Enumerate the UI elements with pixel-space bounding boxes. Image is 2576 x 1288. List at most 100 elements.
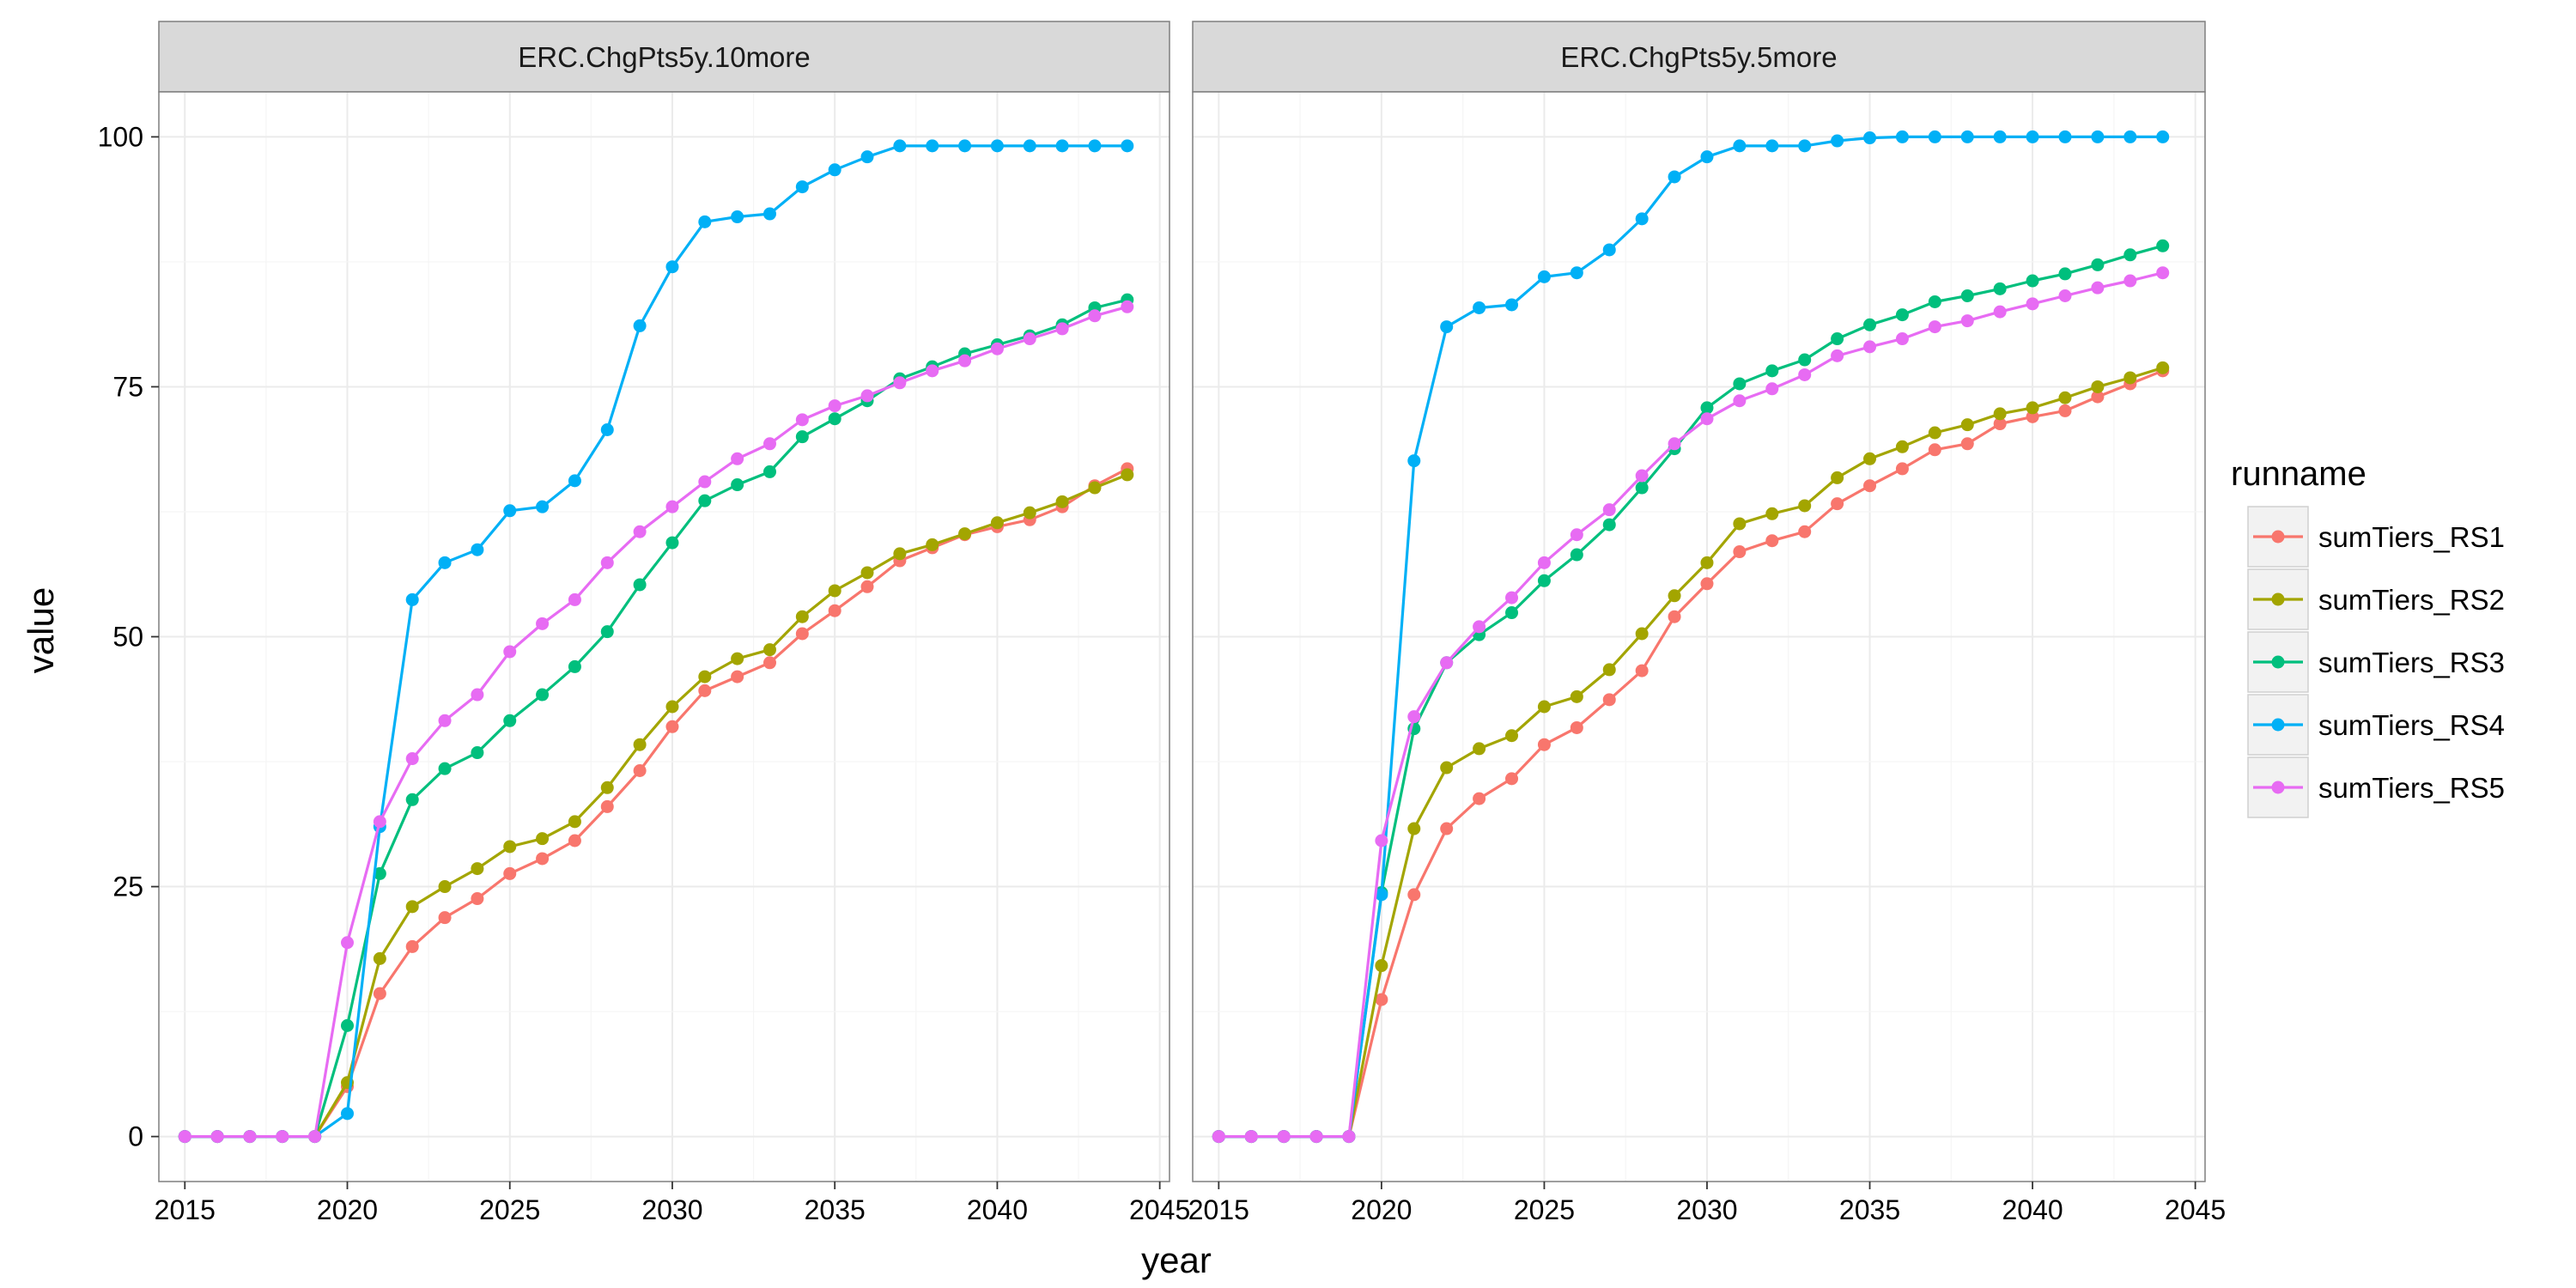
y-axis: 0 25 50 75 100 — [98, 121, 159, 1152]
data-point — [1055, 322, 1069, 336]
data-point — [828, 584, 841, 598]
data-point — [1635, 469, 1649, 483]
data-point — [731, 652, 744, 665]
data-point — [536, 688, 550, 702]
data-point — [405, 592, 419, 606]
x-axis-title: year — [1141, 1240, 1212, 1280]
data-point — [926, 139, 939, 153]
series-sumTiers_RS5 — [1212, 266, 2170, 1144]
data-point — [860, 566, 874, 580]
data-point — [1023, 332, 1036, 346]
data-point — [926, 538, 939, 551]
data-point — [373, 815, 386, 829]
data-point — [1928, 130, 1941, 143]
panel-strip — [158, 21, 1170, 93]
data-point — [633, 525, 647, 538]
legend-item-sumTiers_RS2: sumTiers_RS2 — [2247, 568, 2505, 630]
panel-title: ERC.ChgPts5y.10more — [518, 41, 811, 73]
data-point — [1342, 1130, 1356, 1144]
data-point — [1023, 506, 1036, 519]
data-point — [1473, 620, 1486, 634]
data-point — [698, 683, 712, 697]
data-point — [243, 1130, 257, 1144]
data-point — [1700, 412, 1714, 426]
data-point — [2026, 130, 2039, 143]
data-point — [1602, 663, 1616, 677]
legend-label: sumTiers_RS1 — [2318, 521, 2505, 553]
data-point — [1668, 589, 1681, 603]
data-point — [1668, 170, 1681, 184]
legend-key-point — [2271, 592, 2285, 606]
data-point — [471, 862, 484, 876]
x-tick-label: 2020 — [317, 1194, 378, 1225]
data-point — [1055, 139, 1069, 153]
data-point — [860, 389, 874, 403]
data-point — [1960, 130, 1974, 143]
data-point — [1798, 368, 1812, 381]
data-point — [1570, 528, 1583, 542]
data-point — [828, 412, 841, 426]
data-point — [600, 781, 614, 794]
data-point — [1960, 437, 1974, 451]
data-point — [1668, 610, 1681, 623]
data-point — [405, 752, 419, 766]
x-tick-label: 2015 — [1188, 1194, 1249, 1225]
x-tick-label: 2030 — [1676, 1194, 1737, 1225]
x-axis: 2015 2020 2025 2030 2035 2040 2045 — [1188, 1182, 2226, 1225]
data-point — [536, 617, 550, 630]
data-point — [1733, 377, 1747, 391]
legend-key-point — [2271, 655, 2285, 669]
data-point — [1733, 394, 1747, 408]
data-point — [1765, 534, 1779, 548]
x-tick-label: 2030 — [641, 1194, 702, 1225]
data-point — [795, 180, 809, 194]
data-point — [893, 547, 907, 561]
data-point — [1635, 212, 1649, 226]
legend-label: sumTiers_RS4 — [2318, 709, 2505, 741]
x-tick-label: 2025 — [479, 1194, 540, 1225]
data-point — [633, 738, 647, 751]
data-point — [341, 1018, 355, 1032]
data-point — [698, 475, 712, 489]
data-point — [1863, 479, 1877, 493]
x-axis: 2015 2020 2025 2030 2035 2040 2045 — [155, 1182, 1190, 1225]
data-point — [2026, 410, 2039, 423]
data-point — [1121, 300, 1134, 313]
data-point — [2156, 361, 2170, 374]
data-point — [926, 364, 939, 378]
data-point — [1960, 314, 1974, 328]
data-point — [568, 834, 581, 848]
data-point — [1407, 888, 1421, 902]
data-point — [698, 670, 712, 683]
data-point — [2058, 391, 2072, 404]
data-point — [178, 1130, 191, 1144]
x-tick-label: 2020 — [1351, 1194, 1412, 1225]
data-point — [828, 604, 841, 617]
data-point — [1244, 1130, 1258, 1144]
data-point — [1700, 577, 1714, 591]
data-point — [1993, 407, 2007, 421]
data-point — [665, 536, 679, 550]
data-point — [1537, 556, 1551, 569]
y-axis-title: value — [21, 587, 61, 673]
data-point — [1895, 308, 1909, 322]
data-point — [568, 474, 581, 488]
data-point — [2058, 130, 2072, 143]
data-point — [1993, 282, 2007, 295]
data-point — [2058, 289, 2072, 303]
data-point — [1505, 606, 1519, 620]
data-point — [1765, 364, 1779, 378]
legend-key-point — [2271, 781, 2285, 794]
x-tick-label: 2040 — [2002, 1194, 2063, 1225]
data-point — [2026, 297, 2039, 311]
data-point — [438, 911, 452, 925]
data-point — [2123, 130, 2137, 143]
data-point — [1537, 700, 1551, 714]
data-point — [1602, 503, 1616, 517]
data-point — [1375, 834, 1388, 848]
series-sumTiers_RS5 — [178, 300, 1134, 1144]
data-point — [1960, 289, 1974, 303]
data-point — [958, 354, 972, 368]
data-point — [503, 645, 517, 659]
data-point — [795, 627, 809, 641]
